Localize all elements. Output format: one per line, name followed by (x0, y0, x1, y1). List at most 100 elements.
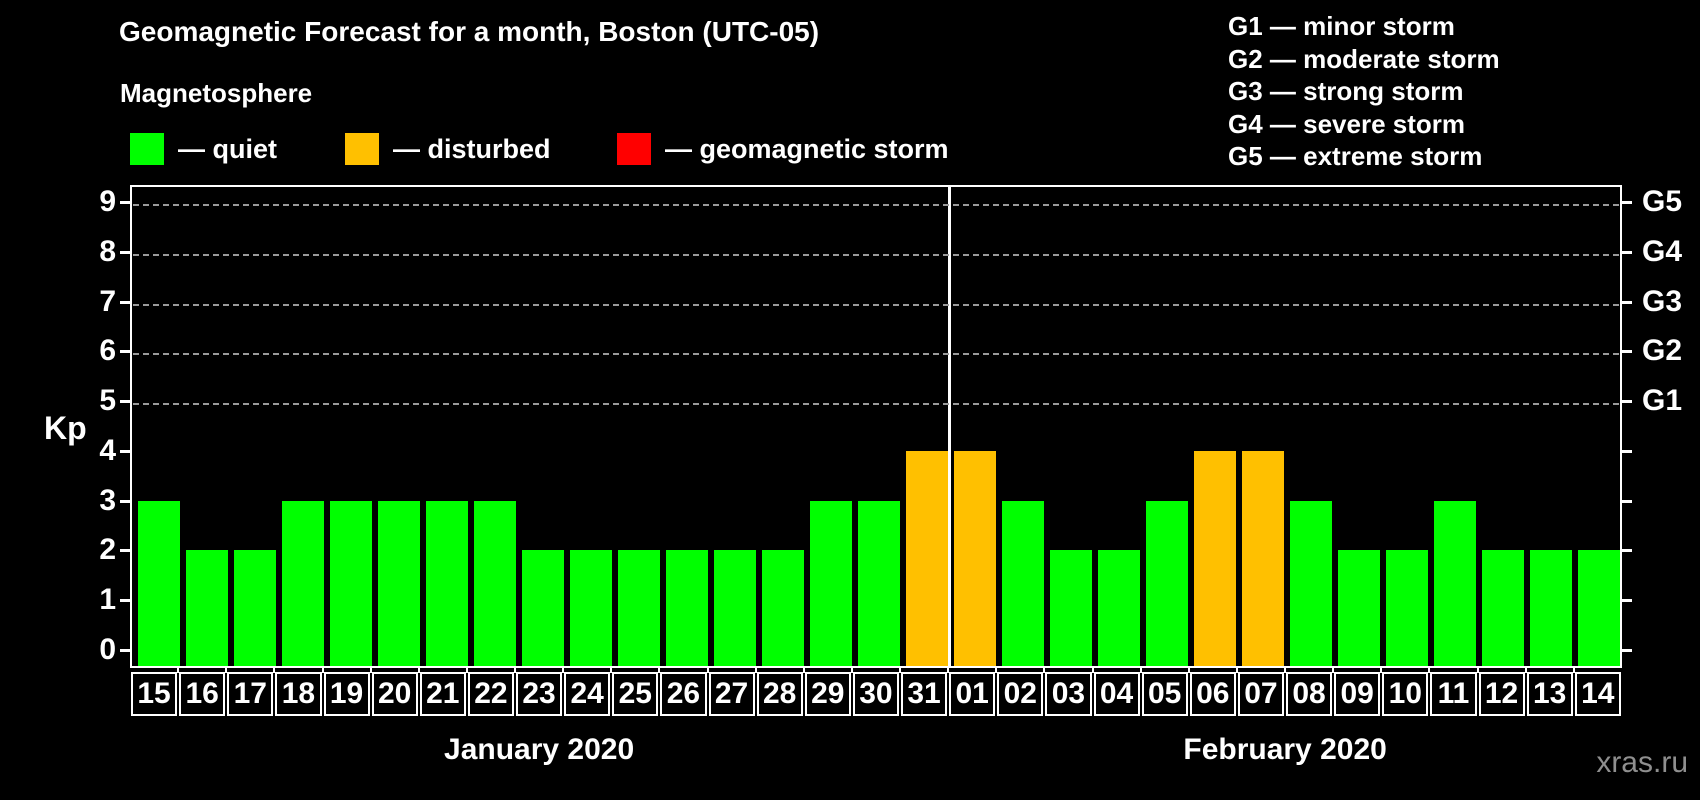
gridline-kp-6 (133, 353, 1619, 356)
x-tick-10 (610, 667, 612, 673)
g-legend-line-1: G1 — minor storm (1228, 11, 1455, 41)
g-legend-line-3: G3 — strong storm (1228, 76, 1464, 106)
day-label-30: 30 (852, 672, 899, 716)
y-tick-left-8 (120, 250, 130, 254)
x-tick-22 (1188, 667, 1190, 673)
g-legend-line-4: G4 — severe storm (1228, 108, 1466, 139)
y-tick-right-6 (1622, 350, 1632, 354)
y-tick-label-1: 1 (99, 583, 116, 617)
day-label-28: 28 (756, 672, 803, 716)
day-label-07: 07 (1237, 672, 1284, 716)
x-tick-14 (803, 667, 805, 673)
bar-column-13 (1524, 550, 1572, 666)
month-label-1: January 2020 (444, 733, 635, 766)
day-label-14: 14 (1574, 672, 1621, 716)
day-label-19: 19 (323, 672, 370, 716)
y-tick-label-7: 7 (99, 284, 116, 318)
x-tick-5 (370, 667, 372, 673)
kp-bar-day-05 (1146, 500, 1188, 666)
bar-column-02 (996, 500, 1044, 666)
g-axis-label-G1: G1 (1642, 384, 1683, 418)
bar-column-30 (852, 500, 900, 666)
y-tick-left-6 (120, 350, 130, 354)
x-tick-26 (1380, 667, 1382, 673)
bar-column-31 (900, 450, 948, 666)
day-label-22: 22 (467, 672, 514, 716)
kp-bar-day-18 (282, 500, 324, 666)
y-tick-label-0: 0 (99, 633, 116, 666)
y-axis-label: Kp (44, 410, 87, 446)
day-label-17: 17 (227, 672, 274, 716)
y-tick-right-3 (1622, 499, 1632, 503)
day-label-26: 26 (660, 672, 707, 716)
day-axis: 15 16 17 18 19 20 21 22 23 24 25 26 27 28 29 30 31 01 02 03… (130, 672, 1622, 716)
kp-bar-day-31 (906, 450, 948, 666)
kp-bar-day-14 (1578, 550, 1620, 666)
bar-column-06 (1188, 450, 1236, 666)
g-axis-label-G5: G5 (1642, 184, 1683, 218)
x-tick-28 (1477, 667, 1479, 673)
magnetosphere-legend-title: Magnetosphere (120, 78, 313, 108)
legend-swatch-disturbed-icon (345, 133, 379, 165)
day-label-25: 25 (612, 672, 659, 716)
day-label-03: 03 (1045, 672, 1092, 716)
kp-bar-day-19 (330, 500, 372, 666)
y-tick-right-2 (1622, 549, 1632, 553)
x-tick-4 (322, 667, 324, 673)
legend-label-storm: — geomagnetic storm (665, 133, 949, 164)
x-tick-15 (851, 667, 853, 673)
y-tick-right-4 (1622, 449, 1632, 453)
legend-item-quiet: — quiet (130, 133, 277, 165)
legend-label-disturbed: — disturbed (393, 133, 551, 164)
g-axis-label-G2: G2 (1642, 334, 1683, 368)
y-tick-label-9: 9 (99, 184, 116, 218)
bar-column-16 (180, 550, 228, 666)
y-tick-left-1 (120, 599, 130, 603)
x-tick-23 (1236, 667, 1238, 673)
y-tick-label-2: 2 (99, 533, 116, 567)
day-label-11: 11 (1430, 672, 1477, 716)
bar-column-01 (948, 450, 996, 666)
y-tick-label-8: 8 (99, 234, 116, 268)
day-label-04: 04 (1093, 672, 1140, 716)
bar-column-24 (564, 550, 612, 666)
bar-column-21 (420, 500, 468, 666)
x-tick-19 (1043, 667, 1045, 673)
kp-bar-day-24 (570, 550, 612, 666)
kp-bar-day-27 (714, 550, 756, 666)
bar-column-23 (516, 550, 564, 666)
kp-bar-day-04 (1098, 550, 1140, 666)
day-label-31: 31 (901, 672, 948, 716)
kp-bar-day-21 (426, 500, 468, 666)
x-tick-8 (514, 667, 516, 673)
x-tick-9 (562, 667, 564, 673)
kp-bar-day-06 (1194, 450, 1236, 666)
y-tick-left-4 (120, 449, 130, 453)
bar-column-26 (660, 550, 708, 666)
month-divider-line (948, 187, 952, 666)
bar-column-20 (372, 500, 420, 666)
day-label-09: 09 (1334, 672, 1381, 716)
g-legend-line-2: G2 — moderate storm (1228, 43, 1500, 74)
y-tick-right-0 (1622, 649, 1632, 652)
month-label-2: February 2020 (1183, 733, 1387, 766)
x-tick-2 (225, 667, 227, 673)
bar-column-14 (1572, 550, 1620, 666)
x-tick-16 (899, 667, 901, 673)
day-label-12: 12 (1478, 672, 1525, 716)
bar-column-10 (1380, 550, 1428, 666)
y-tick-label-6: 6 (99, 334, 116, 368)
g-legend-line-5: G5 — extreme storm (1228, 141, 1483, 171)
y-tick-right-7 (1622, 300, 1632, 304)
bar-column-25 (612, 550, 660, 666)
bars-container (132, 187, 1620, 666)
kp-bar-day-07 (1242, 450, 1284, 666)
page-title: Geomagnetic Forecast for a month, Boston… (119, 16, 820, 47)
kp-bar-day-30 (858, 500, 900, 666)
day-label-08: 08 (1286, 672, 1333, 716)
day-label-21: 21 (419, 672, 466, 716)
gridline-kp-5 (133, 403, 1619, 406)
x-tick-24 (1284, 667, 1286, 673)
x-tick-12 (707, 667, 709, 673)
